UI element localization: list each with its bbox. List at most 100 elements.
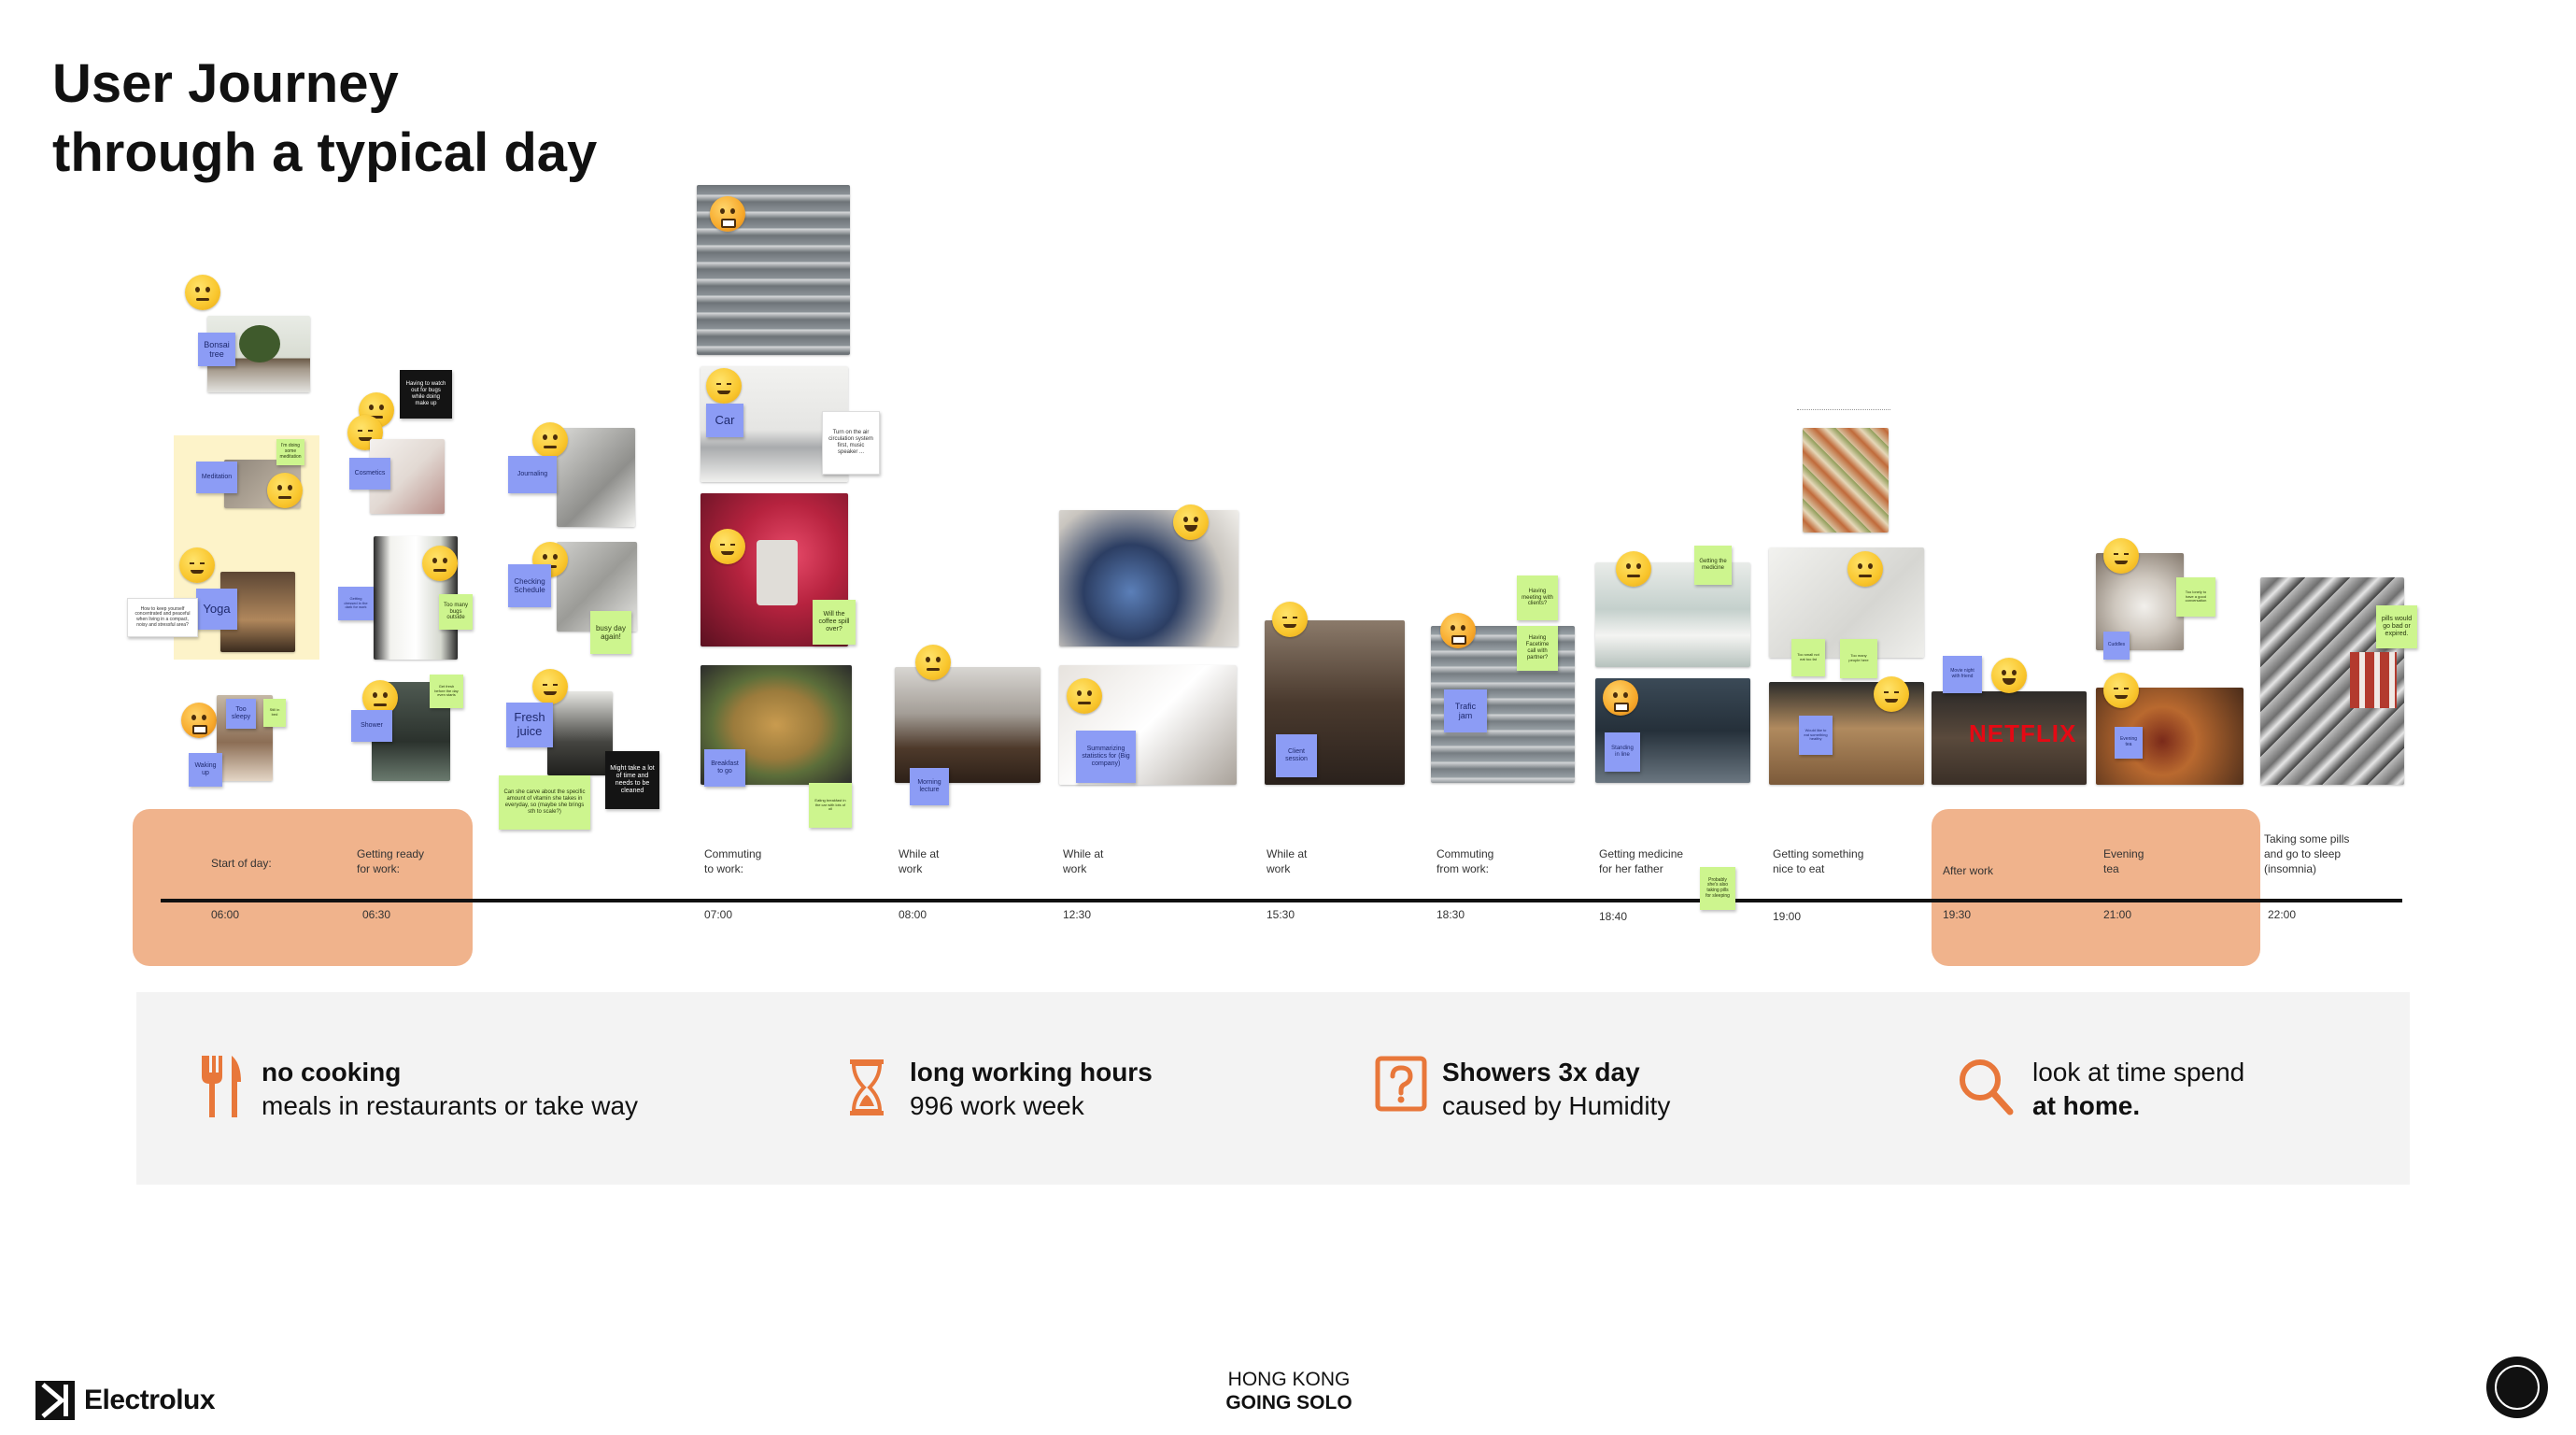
- neutral-face-icon: [185, 275, 220, 310]
- journal-photo: [557, 428, 635, 527]
- insight-text: 996 work week: [910, 1091, 1084, 1120]
- time-label: 15:30: [1267, 908, 1295, 921]
- stage-label: Getting ready for work:: [357, 847, 425, 876]
- stage-label: While at work: [1063, 847, 1104, 876]
- sticky-note: Bonsai tree: [198, 333, 235, 366]
- relieved-face-icon: [2103, 673, 2139, 708]
- sticky-note: Evening tea: [2115, 727, 2143, 759]
- sticky-note: Too many bugs outside: [439, 594, 473, 630]
- dessert-photo: [1803, 428, 1889, 533]
- angry-face-icon: [710, 196, 745, 232]
- time-label: 22:00: [2268, 908, 2297, 921]
- relieved-face-icon: [1272, 602, 1308, 637]
- electrolux-logo: Electrolux: [35, 1381, 216, 1420]
- stage-label: While at work: [1267, 847, 1308, 876]
- stage-label: Taking some pills and go to sleep (insom…: [2264, 832, 2350, 876]
- sticky-note: Too small not eat too fat: [1791, 639, 1825, 676]
- stage-label: After work: [1943, 864, 1994, 877]
- angry-face-icon: [1603, 680, 1638, 716]
- electrolux-logo-icon: [35, 1381, 75, 1420]
- sticky-note: Cosmetics: [349, 458, 390, 490]
- sticky-note: Can she carve about the specific amount …: [499, 775, 590, 830]
- sticky-note: Journaling: [508, 456, 557, 493]
- netflix-photo: NETFLIX: [1932, 691, 2087, 785]
- sticky-note: How to keep yourself concentrated and pe…: [127, 598, 198, 637]
- sticky-note: Getting the medicine: [1694, 546, 1732, 585]
- sticky-note: Too lonely to have a good conversation: [2176, 577, 2215, 617]
- sticky-note: Turn on the air circulation system first…: [822, 411, 880, 475]
- neutral-face-icon: [362, 680, 398, 716]
- sticky-note: I'm doing some meditation: [276, 439, 304, 465]
- time-label: 21:00: [2103, 908, 2132, 921]
- netflix-logo: NETFLIX: [1969, 719, 2077, 747]
- neutral-face-icon: [532, 422, 568, 458]
- sticky-note: Might take a lot of time and needs to be…: [605, 751, 659, 809]
- brand-name: Electrolux: [84, 1385, 216, 1415]
- time-label: 07:00: [704, 908, 733, 921]
- time-label: 18:40: [1599, 910, 1628, 923]
- hourglass-icon: [850, 1059, 884, 1115]
- time-label: 19:00: [1773, 910, 1802, 923]
- relieved-face-icon: [1874, 676, 1909, 712]
- timeline-axis: [161, 899, 2402, 902]
- morning-highlight: [133, 809, 473, 966]
- insight-heading: Showers 3x day: [1442, 1058, 1640, 1087]
- sticky-note: Fresh juice: [506, 703, 553, 747]
- insight-text: at home.: [2032, 1091, 2141, 1120]
- neutral-face-icon: [267, 473, 303, 508]
- question-box-icon: [1375, 1056, 1427, 1112]
- relieved-face-icon: [710, 529, 745, 564]
- sticky-note: Trafic jam: [1444, 689, 1487, 732]
- stage-label: Commuting from work:: [1437, 847, 1494, 876]
- sticky-note: busy day again!: [590, 611, 631, 654]
- sticky-note: Cuddles: [2103, 632, 2130, 660]
- grinning-face-icon: [1173, 504, 1209, 540]
- relieved-face-icon: [2103, 538, 2139, 574]
- insight-text: caused by Humidity: [1442, 1091, 1671, 1120]
- stage-label: While at work: [899, 847, 940, 876]
- sticky-note: Still in bed: [263, 699, 286, 727]
- time-label: 19:30: [1943, 908, 1972, 921]
- sticky-note: Too many people here: [1840, 639, 1877, 678]
- sticky-note: Getting dressed in the dark for work: [338, 587, 374, 620]
- footer-project: HONG KONG GOING SOLO: [1149, 1368, 1429, 1414]
- stage-label: Start of day:: [211, 857, 272, 870]
- sticky-note: Probably she's also taking pills for sle…: [1700, 867, 1735, 910]
- sticky-note: Breakfast to go: [704, 749, 745, 787]
- sticky-note: Having meeting with clients?: [1517, 575, 1558, 620]
- sticky-note: Standing in line: [1605, 732, 1640, 772]
- relieved-face-icon: [179, 547, 215, 583]
- footer-city: HONG KONG: [1227, 1369, 1351, 1390]
- stage-label: Getting medicine for her father: [1599, 847, 1684, 876]
- sticky-note: Waking up: [189, 753, 222, 787]
- neutral-face-icon: [915, 645, 951, 680]
- insights-panel: [136, 992, 2410, 1185]
- sticky-note: Would like to eat something healthy: [1799, 716, 1833, 755]
- time-label: 18:30: [1437, 908, 1465, 921]
- sticky-note: Will the coffee spill over?: [813, 600, 856, 645]
- sticky-note: Having to watch out for bugs while doing…: [400, 370, 452, 419]
- neutral-face-icon: [1616, 551, 1651, 587]
- sticky-note: pills would go bad or expired.: [2376, 605, 2417, 648]
- sticky-note: Yoga: [196, 589, 237, 630]
- time-label: 08:00: [899, 908, 927, 921]
- fork-knife-icon: [202, 1056, 241, 1117]
- insight-heading: long working hours: [910, 1058, 1153, 1087]
- sticky-note: Client session: [1276, 734, 1317, 777]
- insight-heading: look at time spend: [2032, 1058, 2245, 1087]
- sticky-note: Morning lecture: [910, 768, 949, 805]
- angry-face-icon: [1440, 613, 1476, 648]
- insight-heading: no cooking: [262, 1058, 402, 1087]
- stage-label: Commuting to work:: [704, 847, 762, 876]
- sticky-note: Movie night with friend: [1943, 656, 1982, 693]
- angry-face-icon: [181, 703, 217, 738]
- sticky-note: Having Facetime call with partner?: [1517, 626, 1558, 671]
- time-label: 12:30: [1063, 908, 1092, 921]
- time-label: 06:30: [362, 908, 391, 921]
- worried-face-icon: [422, 546, 458, 581]
- sticky-note: Checking Schedule: [508, 564, 551, 607]
- relieved-face-icon: [532, 669, 568, 704]
- sticky-note: Meditation: [196, 462, 237, 493]
- relieved-face-icon: [706, 368, 742, 404]
- neutral-face-icon: [1067, 678, 1102, 714]
